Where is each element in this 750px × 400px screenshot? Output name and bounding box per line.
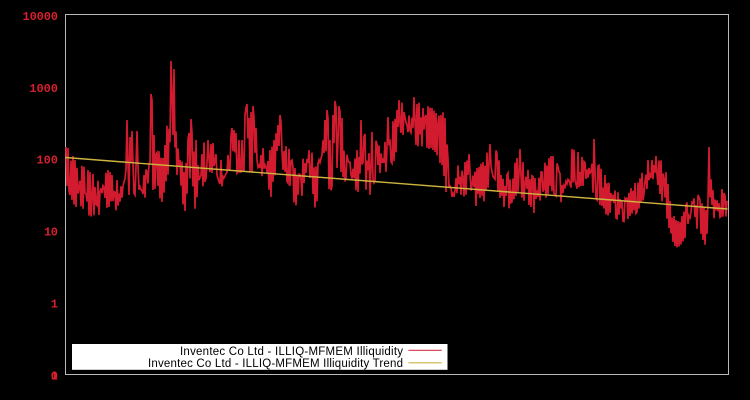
svg-text:Inventec Co Ltd - ILLIQ-MFMEM: Inventec Co Ltd - ILLIQ-MFMEM Illiquidit…: [180, 346, 403, 358]
svg-text:10000: 10000: [23, 10, 59, 24]
svg-text:1000: 1000: [29, 82, 58, 96]
svg-text:10: 10: [44, 226, 58, 240]
svg-text:100: 100: [36, 154, 58, 168]
svg-text:0.1: 0.1: [51, 369, 58, 383]
svg-text:Inventec Co Ltd - ILLIQ-MFMEM: Inventec Co Ltd - ILLIQ-MFMEM Illiquidit…: [148, 358, 403, 370]
svg-text:1: 1: [51, 297, 58, 311]
